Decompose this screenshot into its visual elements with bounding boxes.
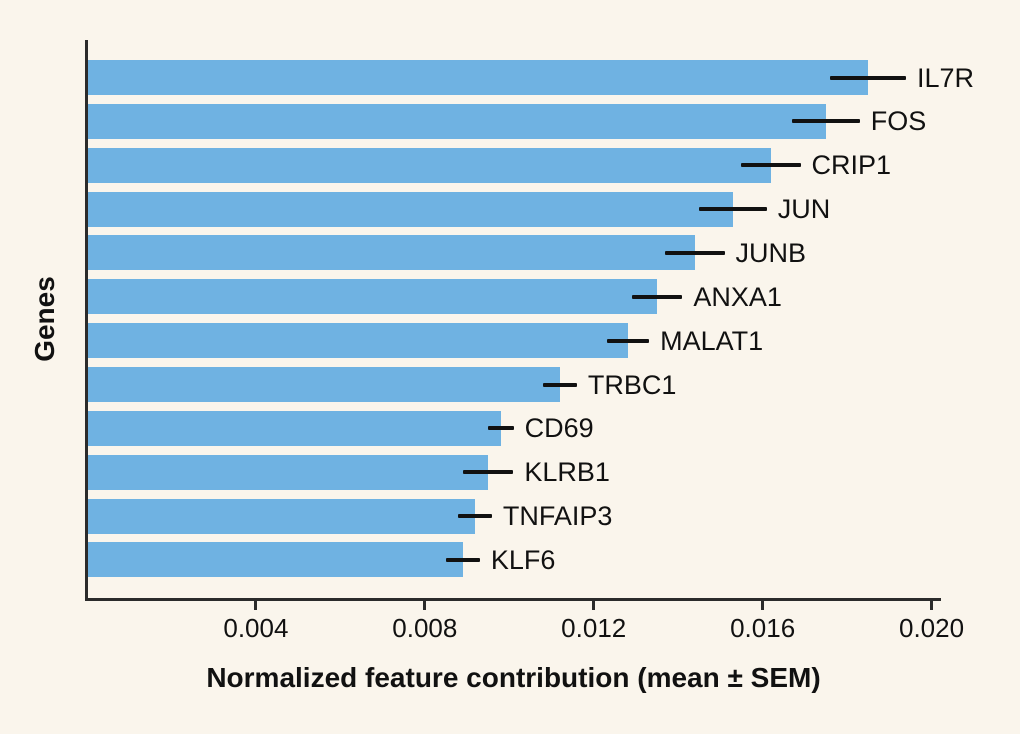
bar-label-jun: JUN: [777, 194, 831, 225]
bar-label-il7r: IL7R: [917, 62, 975, 93]
y-axis-title: Genes: [29, 276, 60, 362]
bar-label-junb: JUNB: [735, 237, 807, 268]
bar-il7r: [88, 60, 868, 95]
error-bar-klrb1: [462, 470, 514, 475]
bar-anxa1: [88, 279, 657, 315]
bar-label-malat1: MALAT1: [660, 325, 764, 356]
y-axis-line: [85, 40, 88, 601]
error-bar-il7r: [829, 75, 906, 80]
error-bar-junb: [665, 250, 725, 255]
x-tick-mark: [254, 601, 258, 610]
error-bar-crip1: [741, 163, 801, 168]
bar-label-trbc1: TRBC1: [587, 369, 677, 400]
x-tick-label: 0.016: [730, 613, 796, 643]
bar-label-klf6: KLF6: [490, 544, 556, 575]
bar-label-cd69: CD69: [524, 413, 594, 444]
error-bar-malat1: [606, 338, 650, 343]
x-tick-mark: [592, 601, 596, 610]
x-tick-label: 0.020: [899, 613, 965, 643]
bar-jun: [88, 191, 733, 227]
x-tick-label: 0.008: [392, 613, 458, 643]
bar-label-fos: FOS: [870, 106, 927, 137]
x-axis-line: [85, 598, 941, 601]
bar-klrb1: [88, 454, 488, 490]
bar-trbc1: [88, 367, 560, 403]
error-bar-cd69: [488, 426, 514, 431]
bar-crip1: [88, 147, 771, 183]
bar-label-anxa1: ANXA1: [693, 281, 782, 312]
x-axis-title: Normalized feature contribution (mean ± …: [206, 662, 821, 693]
x-tick-mark: [930, 601, 934, 610]
error-bar-klf6: [446, 557, 480, 562]
error-bar-trbc1: [543, 382, 577, 387]
error-bar-jun: [699, 207, 767, 212]
bar-junb: [88, 235, 695, 271]
bar-fos: [88, 103, 826, 139]
error-bar-fos: [792, 119, 860, 124]
bar-label-klrb1: KLRB1: [524, 457, 610, 488]
bar-cd69: [88, 410, 501, 446]
x-tick-mark: [761, 601, 765, 610]
x-tick-label: 0.012: [561, 613, 627, 643]
bar-label-crip1: CRIP1: [811, 150, 892, 181]
x-tick-mark: [423, 601, 427, 610]
bar-label-tnfaip3: TNFAIP3: [502, 501, 613, 532]
bar-klf6: [88, 542, 463, 578]
error-bar-anxa1: [631, 294, 683, 299]
error-bar-tnfaip3: [458, 514, 492, 519]
bar-tnfaip3: [88, 498, 475, 534]
bar-malat1: [88, 323, 628, 359]
x-tick-label: 0.004: [223, 613, 289, 643]
